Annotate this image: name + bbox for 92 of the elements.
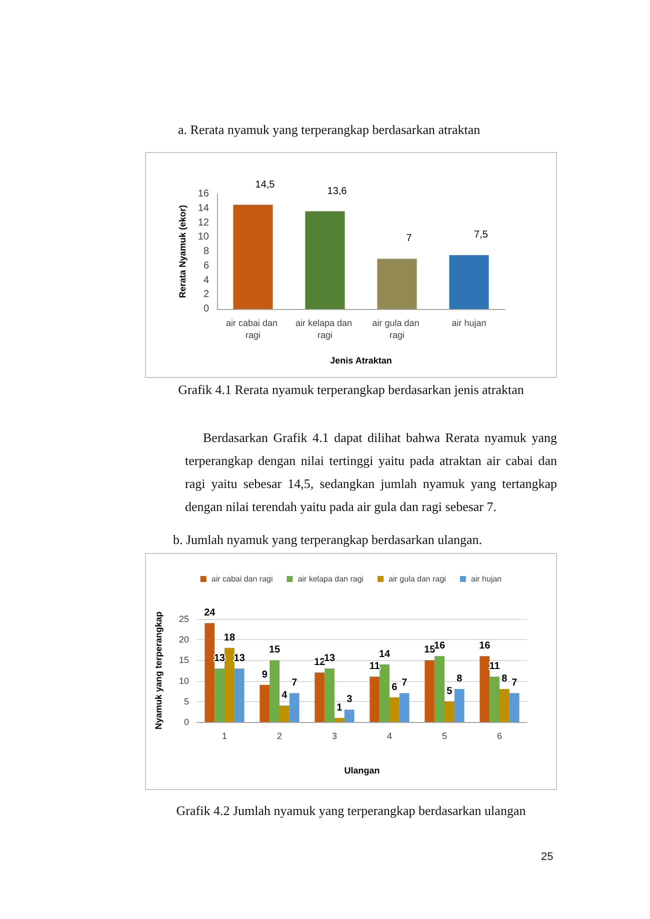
data-label: 16 xyxy=(479,640,491,652)
bar xyxy=(233,204,273,309)
data-label: 15 xyxy=(424,644,436,656)
x-tick-label: 1 xyxy=(222,731,228,741)
y-tick-label: 0 xyxy=(184,717,189,727)
bar xyxy=(204,623,215,722)
x-tick-label: air kelapa dan ragi xyxy=(295,318,355,340)
data-label: 7 xyxy=(406,233,412,244)
bar xyxy=(314,672,325,722)
data-label: 8 xyxy=(456,674,463,685)
y-tick-label: 15 xyxy=(178,655,189,666)
data-label: 9 xyxy=(262,669,268,680)
data-label: 7,5 xyxy=(474,230,488,241)
chart-title: b. Jumlah nyamuk yang terperangkap berdasarkan ulangan. xyxy=(173,532,482,548)
chart-title: a. Rerata nyamuk yang terperangkap berdasarkan atraktan xyxy=(178,122,480,138)
bar xyxy=(305,211,345,309)
data-label: 8 xyxy=(502,674,508,685)
data-label: 12 xyxy=(314,657,326,668)
data-label: 5 xyxy=(446,686,453,697)
bar xyxy=(260,684,270,722)
data-label: 1 xyxy=(336,702,343,714)
x-tick-label: air gula dan ragi xyxy=(372,318,422,340)
bar xyxy=(449,255,489,309)
x-tick-label: air cabai dan ragi xyxy=(226,318,280,340)
data-label: 15 xyxy=(268,644,281,656)
data-label: 7 xyxy=(292,678,298,689)
data-label: 13 xyxy=(324,652,336,664)
bar xyxy=(454,689,464,722)
x-tick-label: 6 xyxy=(496,731,502,741)
legend-label: air gula dan ragi xyxy=(388,574,446,584)
x-tick-label: 2 xyxy=(276,731,282,741)
bar xyxy=(424,660,435,722)
bar xyxy=(399,693,410,722)
x-axis-title: Jenis Atraktan xyxy=(330,356,392,366)
bar xyxy=(444,701,454,722)
data-label: 24 xyxy=(204,608,216,619)
x-tick-label: air hujan xyxy=(452,318,486,328)
bar xyxy=(377,258,417,309)
y-tick-label: 10 xyxy=(178,676,189,686)
y-tick-label: 6 xyxy=(203,260,210,272)
bar xyxy=(434,656,444,722)
bar xyxy=(270,660,280,722)
bar xyxy=(490,676,500,722)
x-axis-title: Ulangan xyxy=(344,766,380,776)
bar xyxy=(224,648,234,722)
y-tick-label: 0 xyxy=(203,304,210,314)
data-label: 4 xyxy=(282,690,288,702)
data-label: 16 xyxy=(434,640,446,652)
bar xyxy=(370,676,380,722)
x-tick-label: 3 xyxy=(332,731,338,741)
legend-label: air kelapa dan ragi xyxy=(298,574,364,584)
data-label: 6 xyxy=(392,682,398,693)
legend-label: air hujan xyxy=(470,574,502,584)
data-label: 7 xyxy=(512,678,518,689)
bar xyxy=(509,693,520,722)
bar xyxy=(289,693,300,722)
bar xyxy=(480,656,490,722)
bar xyxy=(390,697,400,722)
x-tick-label: 4 xyxy=(386,731,392,741)
y-tick-label: 10 xyxy=(198,232,210,243)
text: Berdasarkan Grafik 4.1 dapat dilihat bahwa Rerata nyamuk yang terperangkap dengan nilai tertinggi yaitu pada atraktan air cabai dan ragi yaitu sebesar 14,5, sedangkan jumlah nyamuk yang tertangkap dengan nilai terendah yaitu pada air gula dan ragi sebesar 7. xyxy=(185,429,557,516)
legend-label: air cabai dan ragi xyxy=(211,574,273,584)
y-axis-title: Nyamuk yang terperangkap xyxy=(154,610,164,730)
data-label: 14,5 xyxy=(255,179,276,190)
y-tick-label: 16 xyxy=(198,188,210,200)
bar xyxy=(324,668,334,722)
y-tick-label: 2 xyxy=(203,289,210,300)
bar xyxy=(334,718,344,722)
y-tick-label: 12 xyxy=(198,217,210,228)
text: Grafik 4.2 Jumlah nyamuk yang terperangkap berdasarkan ulangan xyxy=(175,803,527,819)
bar xyxy=(214,668,224,722)
y-tick-label: 4 xyxy=(203,274,210,286)
y-tick-label: 8 xyxy=(203,246,210,257)
bar xyxy=(280,706,290,722)
data-label: 13,6 xyxy=(327,186,348,197)
bar xyxy=(500,689,510,722)
data-label: 7 xyxy=(402,678,408,689)
text: 25 xyxy=(541,850,554,865)
y-axis-title: Rerata Nyamuk (ekor) xyxy=(177,204,188,298)
y-tick-label: 25 xyxy=(178,614,189,624)
data-label: 14 xyxy=(378,648,391,660)
bar xyxy=(344,710,354,722)
data-label: 18 xyxy=(224,632,236,644)
text: Grafik 4.1 Rerata nyamuk terperangkap berdasarkan jenis atraktan xyxy=(177,382,525,398)
x-tick-label: 5 xyxy=(442,731,448,741)
y-tick-label: 5 xyxy=(184,696,189,706)
data-label: 3 xyxy=(346,694,353,706)
bar xyxy=(380,664,390,722)
y-tick-label: 20 xyxy=(178,634,189,645)
y-tick-label: 14 xyxy=(198,202,210,214)
data-label: 11 xyxy=(489,661,500,672)
bar xyxy=(234,668,244,722)
